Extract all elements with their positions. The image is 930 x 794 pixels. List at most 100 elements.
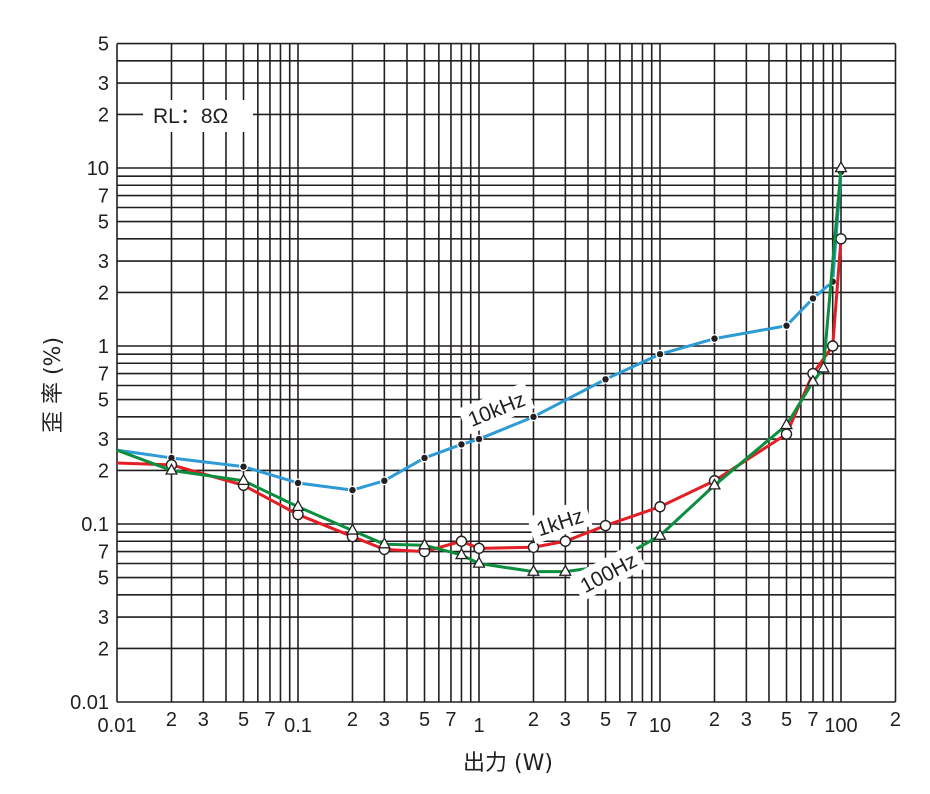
annotation-background [143,100,253,132]
y-tick-label: 3 [98,429,109,451]
data-point-marker [559,535,572,547]
data-point-marker [475,435,483,443]
x-tick-label: 7 [807,709,818,731]
series-line [116,238,843,554]
data-point-marker [292,508,304,521]
data-point-marker [835,233,847,245]
x-tick-label: 5 [238,709,249,731]
rl-annotation: RL：8Ω [143,100,253,132]
data-point-marker [656,350,664,358]
data-point-marker [349,486,356,494]
data-point-marker [654,501,666,513]
data-point-marker [711,335,718,342]
y-tick-label: 5 [98,568,109,590]
data-point-marker [455,535,468,547]
series-lines [116,160,848,576]
y-tick-label: 7 [98,542,109,564]
series-line [116,167,843,574]
x-tick-label: 5 [781,709,792,731]
series-label-1khz: 1kHz [526,498,593,545]
data-point-marker [806,374,820,386]
y-axis-ticks: 0.01 2 3 5 7 0.1 2 3 5 7 1 2 3 5 7 10 2 3 5 [70,34,109,714]
y-tick-label: 2 [98,104,109,126]
data-point-marker [164,463,178,475]
x-tick-label: 3 [379,709,390,731]
data-point-marker [377,536,391,549]
series-label-10khz: 10kHz [457,382,535,436]
data-point-marker [473,542,485,555]
y-tick-label: 7 [98,186,109,208]
data-point-marker [558,564,572,576]
y-tick-label: 2 [98,282,109,304]
y-tick-label: 2 [98,638,109,660]
y-tick-label: 5 [98,34,109,56]
data-point-marker [530,413,537,421]
y-tick-label: 5 [98,390,109,412]
x-tick-label: 3 [741,709,752,731]
data-point-marker [816,360,830,373]
y-tick-label: 10 [87,158,109,180]
series-10khz [116,167,846,495]
x-tick-label: 2 [166,709,177,731]
y-tick-label: 3 [98,251,109,273]
x-tick-label: 0.1 [284,715,312,737]
x-tick-label: 10 [649,715,671,737]
data-point-marker [418,537,432,550]
data-point-marker [237,473,251,485]
x-axis-title: 出力 (W) [463,751,553,776]
data-point-marker [780,417,794,430]
label-background [526,498,593,545]
x-tick-label: 3 [198,709,209,731]
data-point-marker [421,454,428,462]
y-tick-label: 3 [98,607,109,629]
data-point-marker [472,556,486,568]
x-tick-label: 2 [528,709,539,731]
data-point-marker [454,547,468,560]
x-tick-label: 2 [709,709,720,731]
x-tick-label: 0.01 [98,715,137,737]
data-point-marker [707,477,721,490]
y-tick-label: 0.1 [81,514,109,536]
y-tick-label: 3 [98,73,109,95]
series-100hz [116,160,848,576]
y-tick-label: 2 [98,460,109,482]
data-point-marker [526,564,540,576]
x-tick-label: 2 [890,709,901,731]
data-point-marker [827,340,839,352]
x-axis-ticks: 0.01 2 3 5 7 0.1 2 3 5 7 1 2 3 5 7 10 2 3 5 7 100 2 [98,709,902,737]
x-tick-label: 100 [824,715,857,737]
label-background [569,542,647,602]
data-point-marker [809,295,817,302]
y-tick-label: 1 [98,336,109,358]
data-point-marker [599,519,612,532]
data-point-marker [291,499,305,512]
y-axis-title: 歪 率 (%) [41,337,66,433]
data-point-marker [381,477,388,484]
y-tick-label: 0.01 [70,692,109,714]
data-point-marker [527,541,540,553]
data-point-marker [294,479,302,487]
x-tick-label: 5 [419,709,430,731]
grid-lines [116,42,897,703]
data-point-marker [240,463,247,470]
data-point-marker [783,322,790,329]
y-tick-label: 7 [98,364,109,386]
label-background [457,382,535,436]
data-point-marker [780,428,793,440]
data-point-marker [345,523,359,535]
x-tick-label: 7 [445,709,456,731]
x-tick-label: 5 [600,709,611,731]
y-tick-label: 5 [98,212,109,234]
data-point-marker [602,376,609,383]
data-point-marker [458,441,465,448]
x-tick-label: 7 [264,709,275,731]
x-tick-label: 1 [473,715,484,737]
rl-annotation-text: RL：8Ω [153,105,228,128]
data-point-marker [653,528,667,540]
data-point-marker [834,160,848,173]
x-tick-label: 7 [626,709,637,731]
x-tick-label: 3 [560,709,571,731]
x-tick-label: 2 [347,709,358,731]
